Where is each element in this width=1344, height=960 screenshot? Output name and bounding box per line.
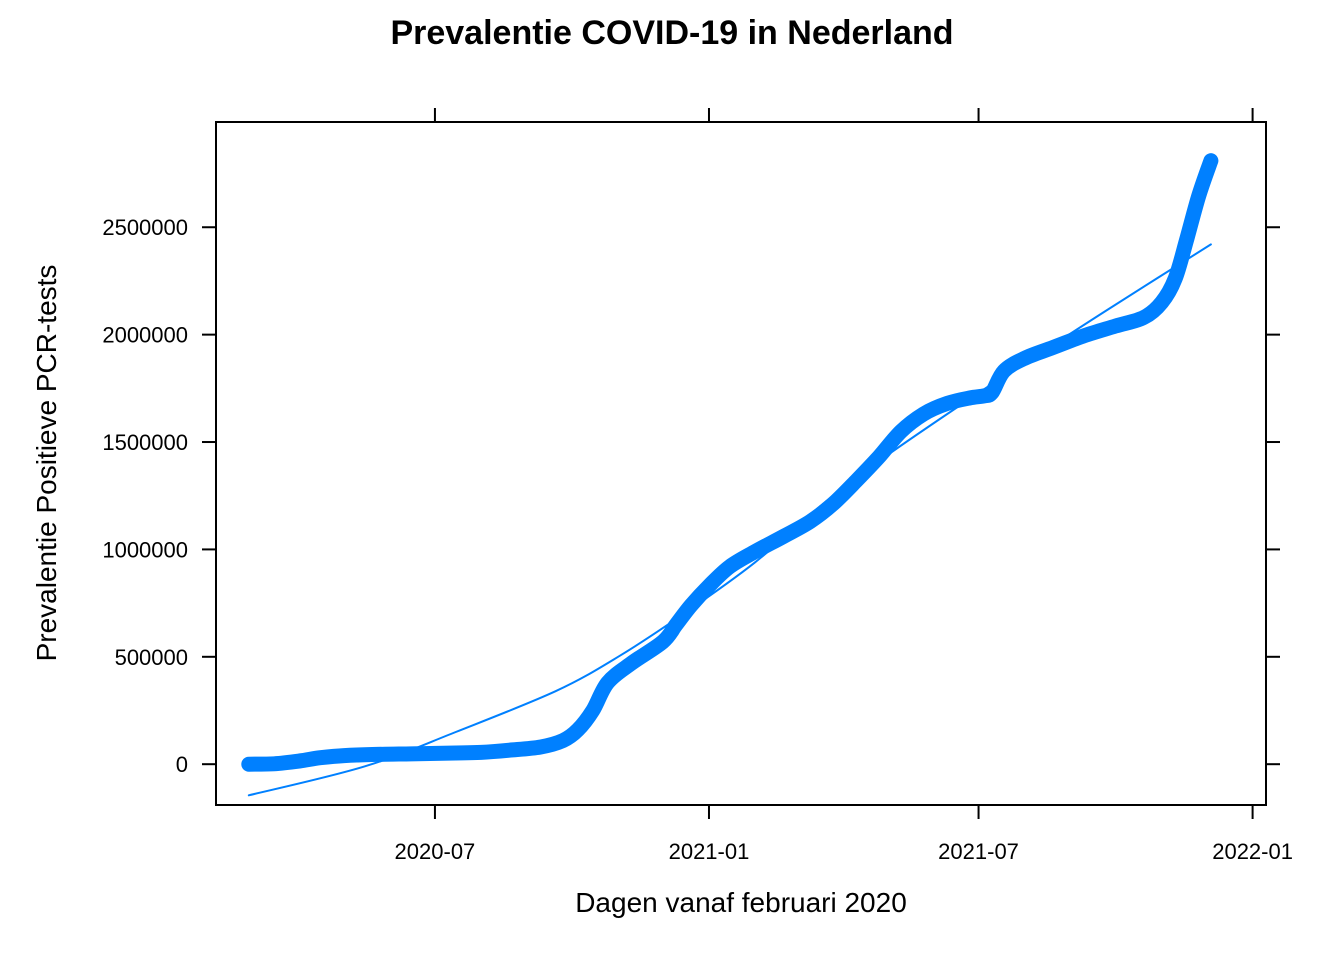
y-axis-left: 0 500000 1000000 1500000 2000000 2500000: [102, 215, 216, 777]
series-layer: [241, 153, 1219, 797]
y-tick-label: 2500000: [102, 215, 188, 240]
y-axis-right: [1266, 226, 1280, 766]
y-tick-label: 0: [176, 752, 188, 777]
y-tick-label: 1000000: [102, 537, 188, 562]
data-series-line: [241, 153, 1219, 772]
y-axis-label: Prevalentie Positieve PCR-tests: [31, 265, 62, 662]
y-tick-label: 1500000: [102, 430, 188, 455]
trend-line: [247, 243, 1212, 797]
y-tick-label: 2000000: [102, 323, 188, 348]
plot-frame: [215, 121, 1267, 806]
x-tick-label: 2021-07: [938, 839, 1019, 864]
y-tick-label: 500000: [115, 645, 188, 670]
x-tick-label: 2020-07: [395, 839, 476, 864]
x-axis-label: Dagen vanaf februari 2020: [575, 887, 907, 918]
x-axis-bottom: 2020-07 2021-01 2021-07 2022-01: [395, 805, 1293, 864]
x-tick-label: 2022-01: [1212, 839, 1293, 864]
x-tick-label: 2021-01: [669, 839, 750, 864]
x-axis-top: [433, 108, 1254, 122]
chart-title: Prevalentie COVID-19 in Nederland: [390, 14, 953, 52]
